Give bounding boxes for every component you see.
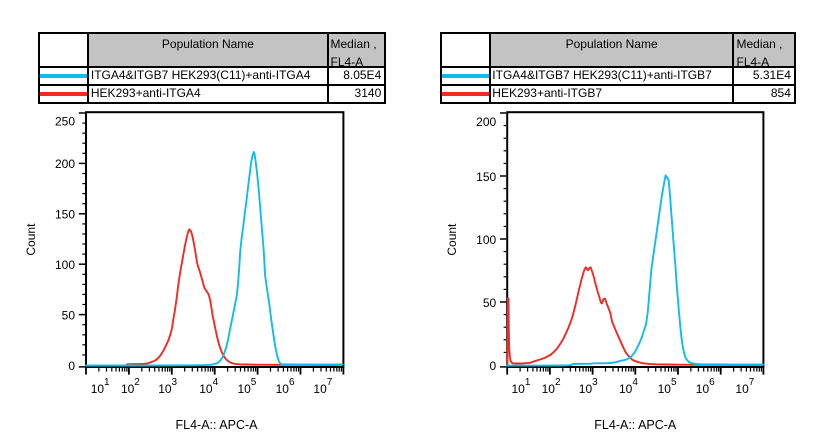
svg-text:5: 5 <box>671 377 677 388</box>
svg-text:150: 150 <box>55 208 75 222</box>
svg-text:250: 250 <box>55 115 75 129</box>
svg-text:FL4-A:: APC-A: FL4-A:: APC-A <box>594 418 677 432</box>
svg-text:200: 200 <box>476 115 496 129</box>
svg-text:50: 50 <box>483 296 497 310</box>
svg-text:200: 200 <box>55 157 75 171</box>
svg-text:2: 2 <box>134 377 140 388</box>
svg-text:10: 10 <box>158 382 172 396</box>
svg-text:4: 4 <box>632 377 638 388</box>
svg-text:10: 10 <box>619 382 633 396</box>
svg-text:1: 1 <box>104 377 110 388</box>
svg-text:7: 7 <box>327 377 333 388</box>
svg-text:10: 10 <box>512 382 526 396</box>
svg-text:10: 10 <box>313 382 327 396</box>
svg-text:3: 3 <box>172 377 178 388</box>
svg-text:0: 0 <box>68 359 75 373</box>
svg-text:FL4-A:: APC-A: FL4-A:: APC-A <box>176 418 259 432</box>
svg-text:150: 150 <box>476 170 496 184</box>
svg-text:3: 3 <box>592 377 598 388</box>
svg-text:2: 2 <box>555 377 561 388</box>
svg-text:10: 10 <box>658 382 672 396</box>
svg-text:10: 10 <box>276 382 290 396</box>
svg-text:4: 4 <box>213 377 219 388</box>
svg-text:6: 6 <box>709 377 715 388</box>
svg-text:10: 10 <box>696 382 710 396</box>
svg-text:10: 10 <box>579 382 593 396</box>
svg-text:Count: Count <box>24 223 38 256</box>
svg-text:10: 10 <box>735 382 749 396</box>
svg-text:10: 10 <box>91 382 105 396</box>
svg-text:1: 1 <box>525 377 531 388</box>
svg-text:Count: Count <box>445 223 459 256</box>
svg-text:100: 100 <box>55 258 75 272</box>
svg-text:10: 10 <box>542 382 556 396</box>
svg-text:100: 100 <box>476 233 496 247</box>
svg-text:5: 5 <box>251 377 257 388</box>
svg-text:6: 6 <box>289 377 295 388</box>
svg-text:7: 7 <box>749 377 755 388</box>
svg-text:0: 0 <box>490 359 497 373</box>
svg-text:10: 10 <box>238 382 252 396</box>
svg-text:10: 10 <box>199 382 213 396</box>
svg-text:50: 50 <box>62 308 76 322</box>
svg-text:10: 10 <box>121 382 135 396</box>
